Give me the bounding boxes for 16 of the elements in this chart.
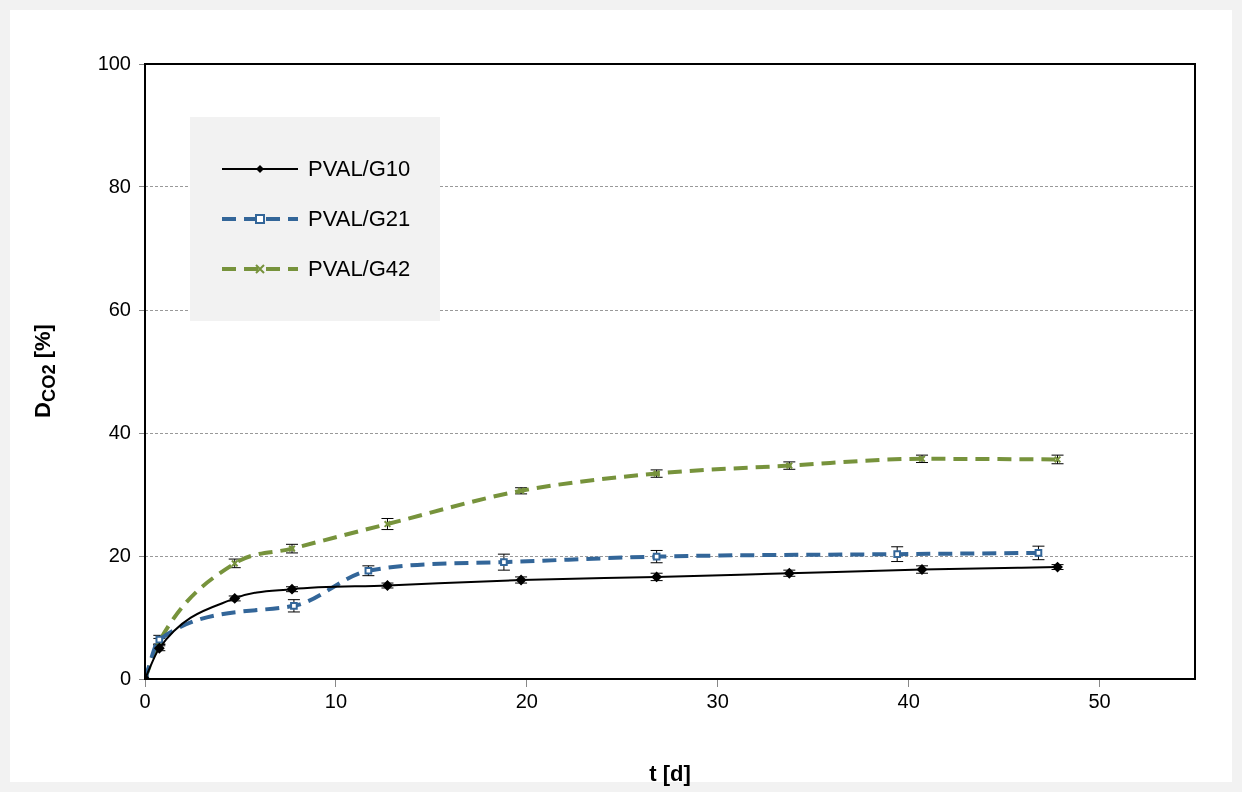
legend-label: PVAL/G21 <box>308 206 411 232</box>
y-tick-label: 100 <box>97 51 131 74</box>
x-tick-label: 50 <box>1088 689 1111 712</box>
legend-label: PVAL/G10 <box>308 156 411 182</box>
y-tick-label: 0 <box>119 666 131 689</box>
x-axis-title: t [d] <box>649 760 691 786</box>
legend-label: PVAL/G42 <box>308 256 411 282</box>
x-tick-label: 10 <box>324 689 348 712</box>
x-tick-label: 0 <box>139 689 151 712</box>
y-tick-label: 40 <box>108 420 131 443</box>
x-tick-label: 40 <box>897 689 920 712</box>
x-tick-label: 20 <box>515 689 538 712</box>
y-tick-label: 80 <box>108 174 131 197</box>
x-tick-label: 30 <box>706 689 729 712</box>
y-tick-label: 60 <box>108 297 131 320</box>
y-tick-label: 20 <box>108 543 131 566</box>
